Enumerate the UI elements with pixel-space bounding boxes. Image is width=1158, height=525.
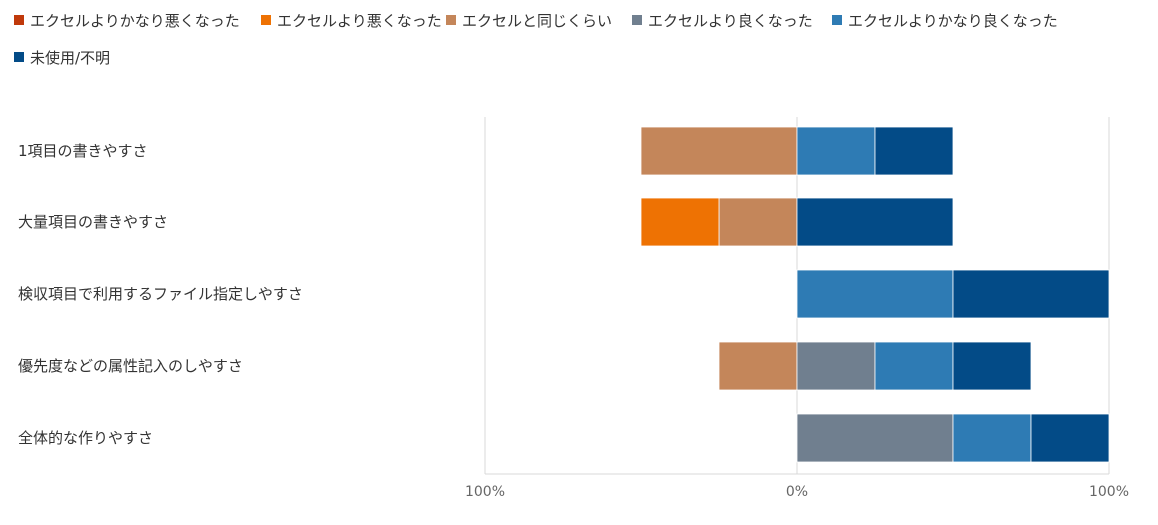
category-label: 優先度などの属性記入のしやすさ: [18, 357, 243, 375]
x-tick-label: 100%: [465, 484, 505, 500]
legend-swatch: [832, 15, 842, 25]
bar-segment: [796, 126, 876, 176]
bar-segment: [1030, 413, 1110, 463]
bar-segment: [718, 341, 798, 391]
legend-item: エクセルより悪くなった: [261, 8, 442, 32]
bar-segment: [796, 341, 876, 391]
bar-segment: [874, 341, 954, 391]
bar-segment: [718, 197, 798, 247]
legend-swatch: [14, 15, 24, 25]
legend-label: エクセルと同じくらい: [462, 11, 613, 30]
category-label: 全体的な作りやすさ: [18, 429, 153, 447]
legend-label: エクセルよりかなり良くなった: [848, 11, 1058, 30]
bar-segment: [952, 341, 1032, 391]
bar-segment: [796, 197, 954, 247]
legend-label: エクセルより良くなった: [648, 11, 813, 30]
legend-item: 未使用/不明: [14, 45, 110, 69]
bar-segment: [952, 413, 1032, 463]
bar-segment: [640, 197, 720, 247]
category-label: 大量項目の書きやすさ: [18, 213, 168, 231]
x-tick-label: 0%: [786, 484, 808, 500]
bar-segment: [796, 413, 954, 463]
bar-segment: [874, 126, 954, 176]
legend-item: エクセルよりかなり良くなった: [832, 8, 1058, 32]
legend-swatch: [261, 15, 271, 25]
bar-segment: [952, 269, 1110, 319]
legend-item: エクセルよりかなり悪くなった: [14, 8, 240, 32]
legend-swatch: [446, 15, 456, 25]
legend-item: エクセルより良くなった: [632, 8, 813, 32]
legend-swatch: [14, 52, 24, 62]
legend-label: エクセルより悪くなった: [277, 11, 442, 30]
category-label: 1項目の書きやすさ: [18, 142, 148, 160]
bar-segment: [796, 269, 954, 319]
x-tick-label: 100%: [1089, 484, 1129, 500]
category-label: 検収項目で利用するファイル指定しやすさ: [18, 285, 303, 303]
legend-swatch: [632, 15, 642, 25]
bar-segment: [640, 126, 798, 176]
legend-label: エクセルよりかなり悪くなった: [30, 11, 240, 30]
legend-label: 未使用/不明: [30, 48, 111, 67]
legend-item: エクセルと同じくらい: [446, 8, 612, 32]
